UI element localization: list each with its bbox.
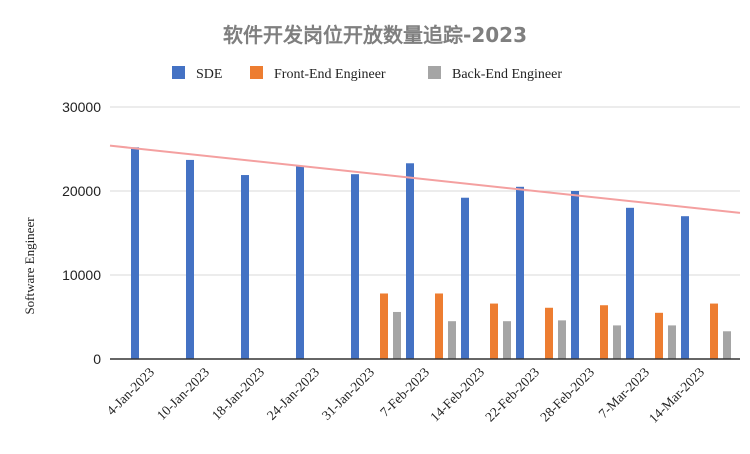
chart-title: 软件开发岗位开放数量追踪-2023	[223, 23, 527, 47]
x-tick-label: 31-Jan-2023	[319, 364, 378, 423]
x-tick-label: 24-Jan-2023	[264, 364, 323, 423]
legend-label-sde: SDE	[196, 67, 222, 82]
bar-sde	[131, 147, 139, 359]
bar-sde	[516, 186, 524, 359]
bars	[131, 147, 731, 359]
bar-back-end	[448, 321, 456, 359]
y-axis-ticks: 0 10000 20000 30000	[62, 99, 101, 367]
x-tick-label: 28-Feb-2023	[537, 364, 597, 424]
bar-back-end	[503, 321, 511, 359]
bar-back-end	[558, 320, 566, 359]
y-tick-label: 0	[93, 351, 101, 367]
legend-label-front-end: Front-End Engineer	[274, 67, 386, 82]
bar-front-end	[380, 293, 388, 359]
bar-back-end	[723, 331, 731, 359]
bar-front-end	[710, 303, 718, 359]
bar-front-end	[655, 312, 663, 359]
x-tick-label: 7-Mar-2023	[596, 364, 653, 421]
y-tick-label: 30000	[62, 99, 101, 115]
legend: SDE Front-End Engineer Back-End Engineer	[172, 66, 562, 82]
legend-swatch-back-end	[428, 66, 441, 79]
bar-sde	[296, 165, 304, 359]
bar-front-end	[600, 305, 608, 359]
bar-sde	[626, 207, 634, 359]
bar-sde	[571, 191, 579, 359]
legend-label-back-end: Back-End Engineer	[452, 67, 562, 82]
bar-front-end	[490, 303, 498, 359]
x-tick-label: 14-Feb-2023	[427, 364, 487, 424]
x-tick-label: 22-Feb-2023	[482, 364, 542, 424]
bar-back-end	[613, 325, 621, 359]
bar-sde	[406, 163, 414, 359]
x-tick-label: 18-Jan-2023	[209, 364, 268, 423]
x-tick-label: 14-Mar-2023	[646, 364, 707, 425]
bar-front-end	[435, 293, 443, 359]
x-axis-ticks: 4-Jan-202310-Jan-202318-Jan-202324-Jan-2…	[104, 364, 708, 425]
bar-back-end	[668, 325, 676, 359]
y-axis-label: Software Engineer	[22, 217, 37, 315]
x-tick-label: 10-Jan-2023	[154, 364, 213, 423]
trendline-group	[109, 144, 741, 214]
trendline	[109, 144, 741, 214]
x-tick-label: 7-Feb-2023	[377, 364, 432, 419]
bar-sde	[241, 175, 249, 359]
bar-sde	[681, 216, 689, 359]
legend-swatch-front-end	[250, 66, 263, 79]
legend-swatch-sde	[172, 66, 185, 79]
x-tick-label: 4-Jan-2023	[104, 364, 158, 418]
gridlines	[110, 106, 740, 276]
bar-sde	[461, 197, 469, 359]
bar-sde	[186, 159, 194, 359]
bar-back-end	[393, 311, 401, 359]
y-tick-label: 20000	[62, 183, 101, 199]
y-tick-label: 10000	[62, 267, 101, 283]
bar-front-end	[545, 307, 553, 359]
bar-sde	[351, 174, 359, 359]
